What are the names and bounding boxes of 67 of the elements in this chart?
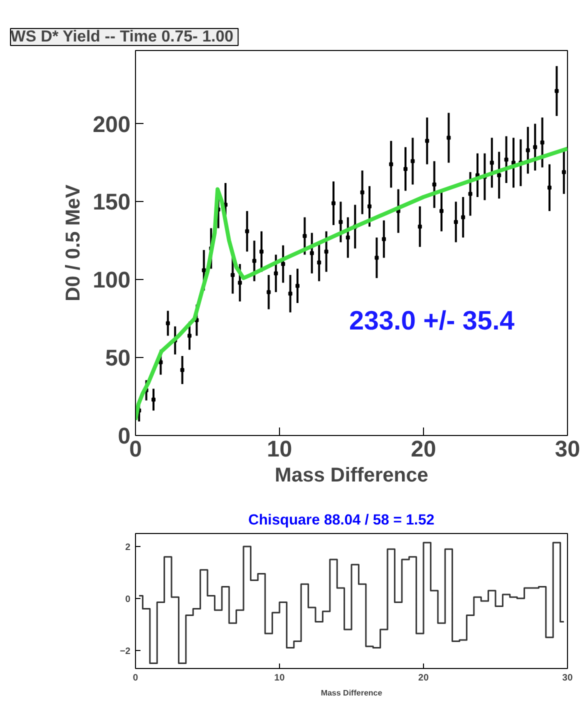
point xyxy=(302,234,307,238)
x-tick-label: 20 xyxy=(410,436,436,462)
point xyxy=(374,256,379,260)
chart-title: Chisquare 88.04 / 58 = 1.52 xyxy=(248,512,434,528)
y-tick-label: 2 xyxy=(125,542,131,552)
point xyxy=(540,140,544,144)
x-axis-title: Mass Difference xyxy=(274,464,428,486)
point xyxy=(389,162,394,166)
point xyxy=(230,272,235,277)
point xyxy=(202,268,206,272)
point xyxy=(245,229,250,234)
annotation: 233.0 +/- 35.4 xyxy=(349,306,515,336)
x-tick-label: 0 xyxy=(132,672,138,682)
point xyxy=(166,321,170,326)
point xyxy=(260,250,264,254)
x-tick-label: 30 xyxy=(554,436,580,462)
y-axis-title: D0 / 0.5 MeV xyxy=(62,184,85,302)
point xyxy=(432,182,436,187)
point xyxy=(382,237,386,242)
y-tick-label: 200 xyxy=(92,110,131,137)
point xyxy=(310,251,314,256)
point xyxy=(533,145,538,150)
point xyxy=(512,160,516,165)
point xyxy=(554,89,559,94)
point xyxy=(446,136,451,140)
point xyxy=(410,159,415,164)
point xyxy=(418,224,422,229)
point xyxy=(368,204,372,208)
y-tick-label: 100 xyxy=(92,266,131,293)
point xyxy=(296,284,300,288)
point xyxy=(504,158,508,162)
point xyxy=(468,192,472,196)
point xyxy=(454,220,458,224)
x-axis-title: Mass Difference xyxy=(320,688,383,698)
x-tick-label: 20 xyxy=(418,672,429,682)
point xyxy=(252,258,256,263)
point xyxy=(404,166,408,171)
point xyxy=(180,368,184,372)
point xyxy=(461,215,466,220)
x-tick-label: 30 xyxy=(562,672,573,682)
line-series xyxy=(136,146,568,422)
point xyxy=(497,173,502,178)
x-tick-label: 10 xyxy=(266,436,292,462)
point xyxy=(346,236,350,240)
point xyxy=(490,160,494,165)
point xyxy=(526,148,530,152)
y-tick-label: 150 xyxy=(92,188,131,215)
point xyxy=(288,292,292,296)
point xyxy=(152,398,156,402)
point xyxy=(360,190,364,194)
point xyxy=(274,271,278,276)
point xyxy=(324,250,328,254)
point xyxy=(425,138,430,143)
y-tick-label: −2 xyxy=(120,646,131,656)
point xyxy=(317,260,322,264)
point xyxy=(188,334,192,338)
point xyxy=(338,220,343,224)
point xyxy=(440,209,444,214)
point xyxy=(238,280,242,285)
point xyxy=(281,262,286,266)
y-tick-label: 50 xyxy=(105,344,130,371)
x-tick-label: 10 xyxy=(274,672,285,682)
y-tick-label: 0 xyxy=(125,594,131,604)
point xyxy=(548,186,552,190)
point xyxy=(332,201,336,206)
point xyxy=(266,290,271,294)
point xyxy=(562,170,566,174)
